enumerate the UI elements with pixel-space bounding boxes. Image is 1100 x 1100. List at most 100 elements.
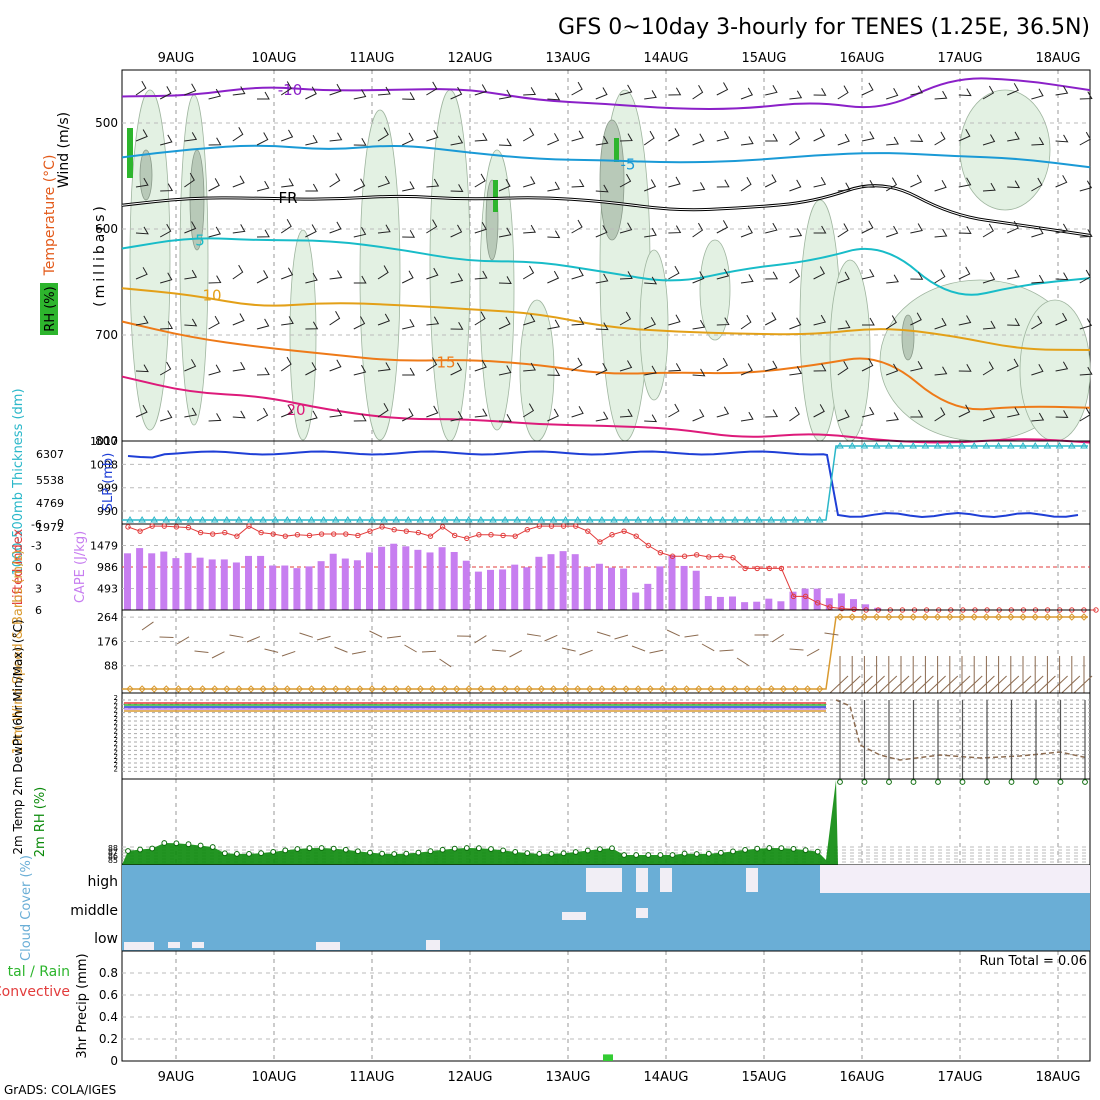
wind-speed-marker <box>946 613 954 621</box>
thickness-marker <box>970 442 979 449</box>
precip-tick-label: 0 <box>110 1054 118 1068</box>
thickness-marker <box>235 516 243 523</box>
upper-wind-barb <box>547 270 560 284</box>
cape-bar <box>777 601 785 610</box>
upper-wind-barb <box>305 183 319 192</box>
pressure-tick-label: 700 <box>95 328 118 342</box>
upper-air-ylabel-temp: Temperature (°C) <box>42 155 58 277</box>
top-date-label: 18AUG <box>1035 51 1080 66</box>
cape-bar <box>692 570 700 610</box>
rh2m-marker <box>1033 779 1039 785</box>
rh2m-marker <box>861 779 868 785</box>
upper-wind-barb <box>160 410 173 422</box>
upper-wind-barb <box>740 87 754 100</box>
wind-barb-flag <box>841 675 861 694</box>
wind-speed-marker <box>283 685 292 693</box>
upper-wind-barb <box>353 178 366 192</box>
upper-wind-barb <box>716 357 728 372</box>
thickness-marker <box>331 516 340 523</box>
upper-wind-barb <box>523 87 537 96</box>
upper-wind-barb <box>208 364 221 376</box>
temp-tick-label: 2 <box>114 761 118 769</box>
upper-wind-barb <box>426 178 440 188</box>
cape-bar <box>184 552 192 610</box>
cape-bar <box>825 598 833 610</box>
cloud-clear-patch <box>316 942 340 950</box>
wind-barb <box>771 633 785 643</box>
rh2m-marker <box>415 849 422 856</box>
upper-wind-barb <box>232 127 244 142</box>
bottom-date-axis: 9AUG 10AUG 11AUG 12AUG 13AUG 14AUG 15AUG 16AUG 1… <box>158 1070 1081 1085</box>
top-date-label: 11AUG <box>349 51 394 66</box>
rh2m-marker <box>342 846 349 853</box>
cape-bar <box>753 601 761 610</box>
lifted-index-marker <box>1093 607 1099 613</box>
wind-barb <box>351 650 366 655</box>
lifted-index-marker <box>137 528 143 534</box>
wind-barb <box>631 645 646 652</box>
upper-wind-barb <box>1031 412 1045 422</box>
isotherm-label: 5 <box>195 232 205 250</box>
wind-barb-flag <box>939 675 959 694</box>
upper-wind-barb <box>571 406 584 418</box>
rh2m-marker <box>246 850 252 857</box>
slp-ylabel: SLP (mb) <box>101 453 116 512</box>
wind-speed-marker <box>731 685 739 693</box>
wind-speed-marker <box>247 685 255 693</box>
wind-barb <box>141 621 154 631</box>
upper-wind-barb <box>402 181 415 192</box>
rh-shading-high <box>139 149 153 201</box>
thickness-marker <box>174 516 183 523</box>
upper-wind-barb <box>305 362 317 376</box>
wind-speed-marker <box>933 613 942 621</box>
cape-bar <box>632 592 640 610</box>
upper-wind-barb <box>958 88 972 97</box>
upper-wind-barb <box>1079 180 1093 192</box>
lifted-index-marker <box>766 565 772 572</box>
thickness-marker <box>1043 442 1052 449</box>
upper-air-panel: 500 600 700 800 -10 -5 FR 5 10 15 20 <box>95 69 1093 448</box>
rh2m-marker <box>766 845 773 851</box>
upper-wind-barb <box>982 272 996 284</box>
wind-barb <box>264 648 279 653</box>
isotherm-line <box>121 375 1091 444</box>
lifted-index-marker <box>258 529 264 536</box>
thickness-marker <box>731 516 739 523</box>
upper-wind-barb <box>184 132 198 142</box>
rh-shading <box>959 89 1051 211</box>
upper-wind-barb <box>668 265 680 280</box>
upper-wind-barb <box>1055 223 1069 234</box>
upper-wind-barb <box>547 181 561 192</box>
thickness-marker <box>1067 442 1076 449</box>
rh-tick-label: 86 <box>108 852 118 861</box>
upper-wind-barb <box>377 362 391 372</box>
upper-wind-barb <box>789 228 803 238</box>
upper-wind-barb <box>281 267 294 280</box>
upper-wind-barb <box>184 221 197 234</box>
thickness-marker <box>791 516 800 523</box>
top-date-label: 16AUG <box>839 51 884 66</box>
lifted-index-marker <box>379 524 385 530</box>
wind-barb <box>386 635 401 639</box>
upper-wind-barb <box>426 405 439 418</box>
wind-barb-flag <box>1049 675 1068 694</box>
wind-barb <box>316 635 331 641</box>
rh2m-marker <box>149 845 156 852</box>
chart-title: GFS 0~10day 3-hourly for TENES (1.25E, 3… <box>558 15 1090 40</box>
upper-wind-barb <box>1006 358 1019 372</box>
wind-speed-marker <box>610 685 618 693</box>
upper-wind-barb <box>184 83 197 96</box>
wind-speed-marker <box>271 685 279 693</box>
thickness-marker <box>356 516 364 523</box>
upper-wind-barb <box>402 92 416 100</box>
thickness-marker <box>549 516 558 523</box>
upper-wind-barb <box>498 227 512 238</box>
upper-wind-barb <box>861 179 875 188</box>
cape-bar <box>789 591 797 610</box>
rh2m-marker <box>730 848 736 855</box>
wind-speed-marker <box>719 685 727 693</box>
upper-wind-barb <box>716 82 729 96</box>
rh2m-marker <box>318 845 325 851</box>
lifted-index-marker <box>585 528 591 534</box>
